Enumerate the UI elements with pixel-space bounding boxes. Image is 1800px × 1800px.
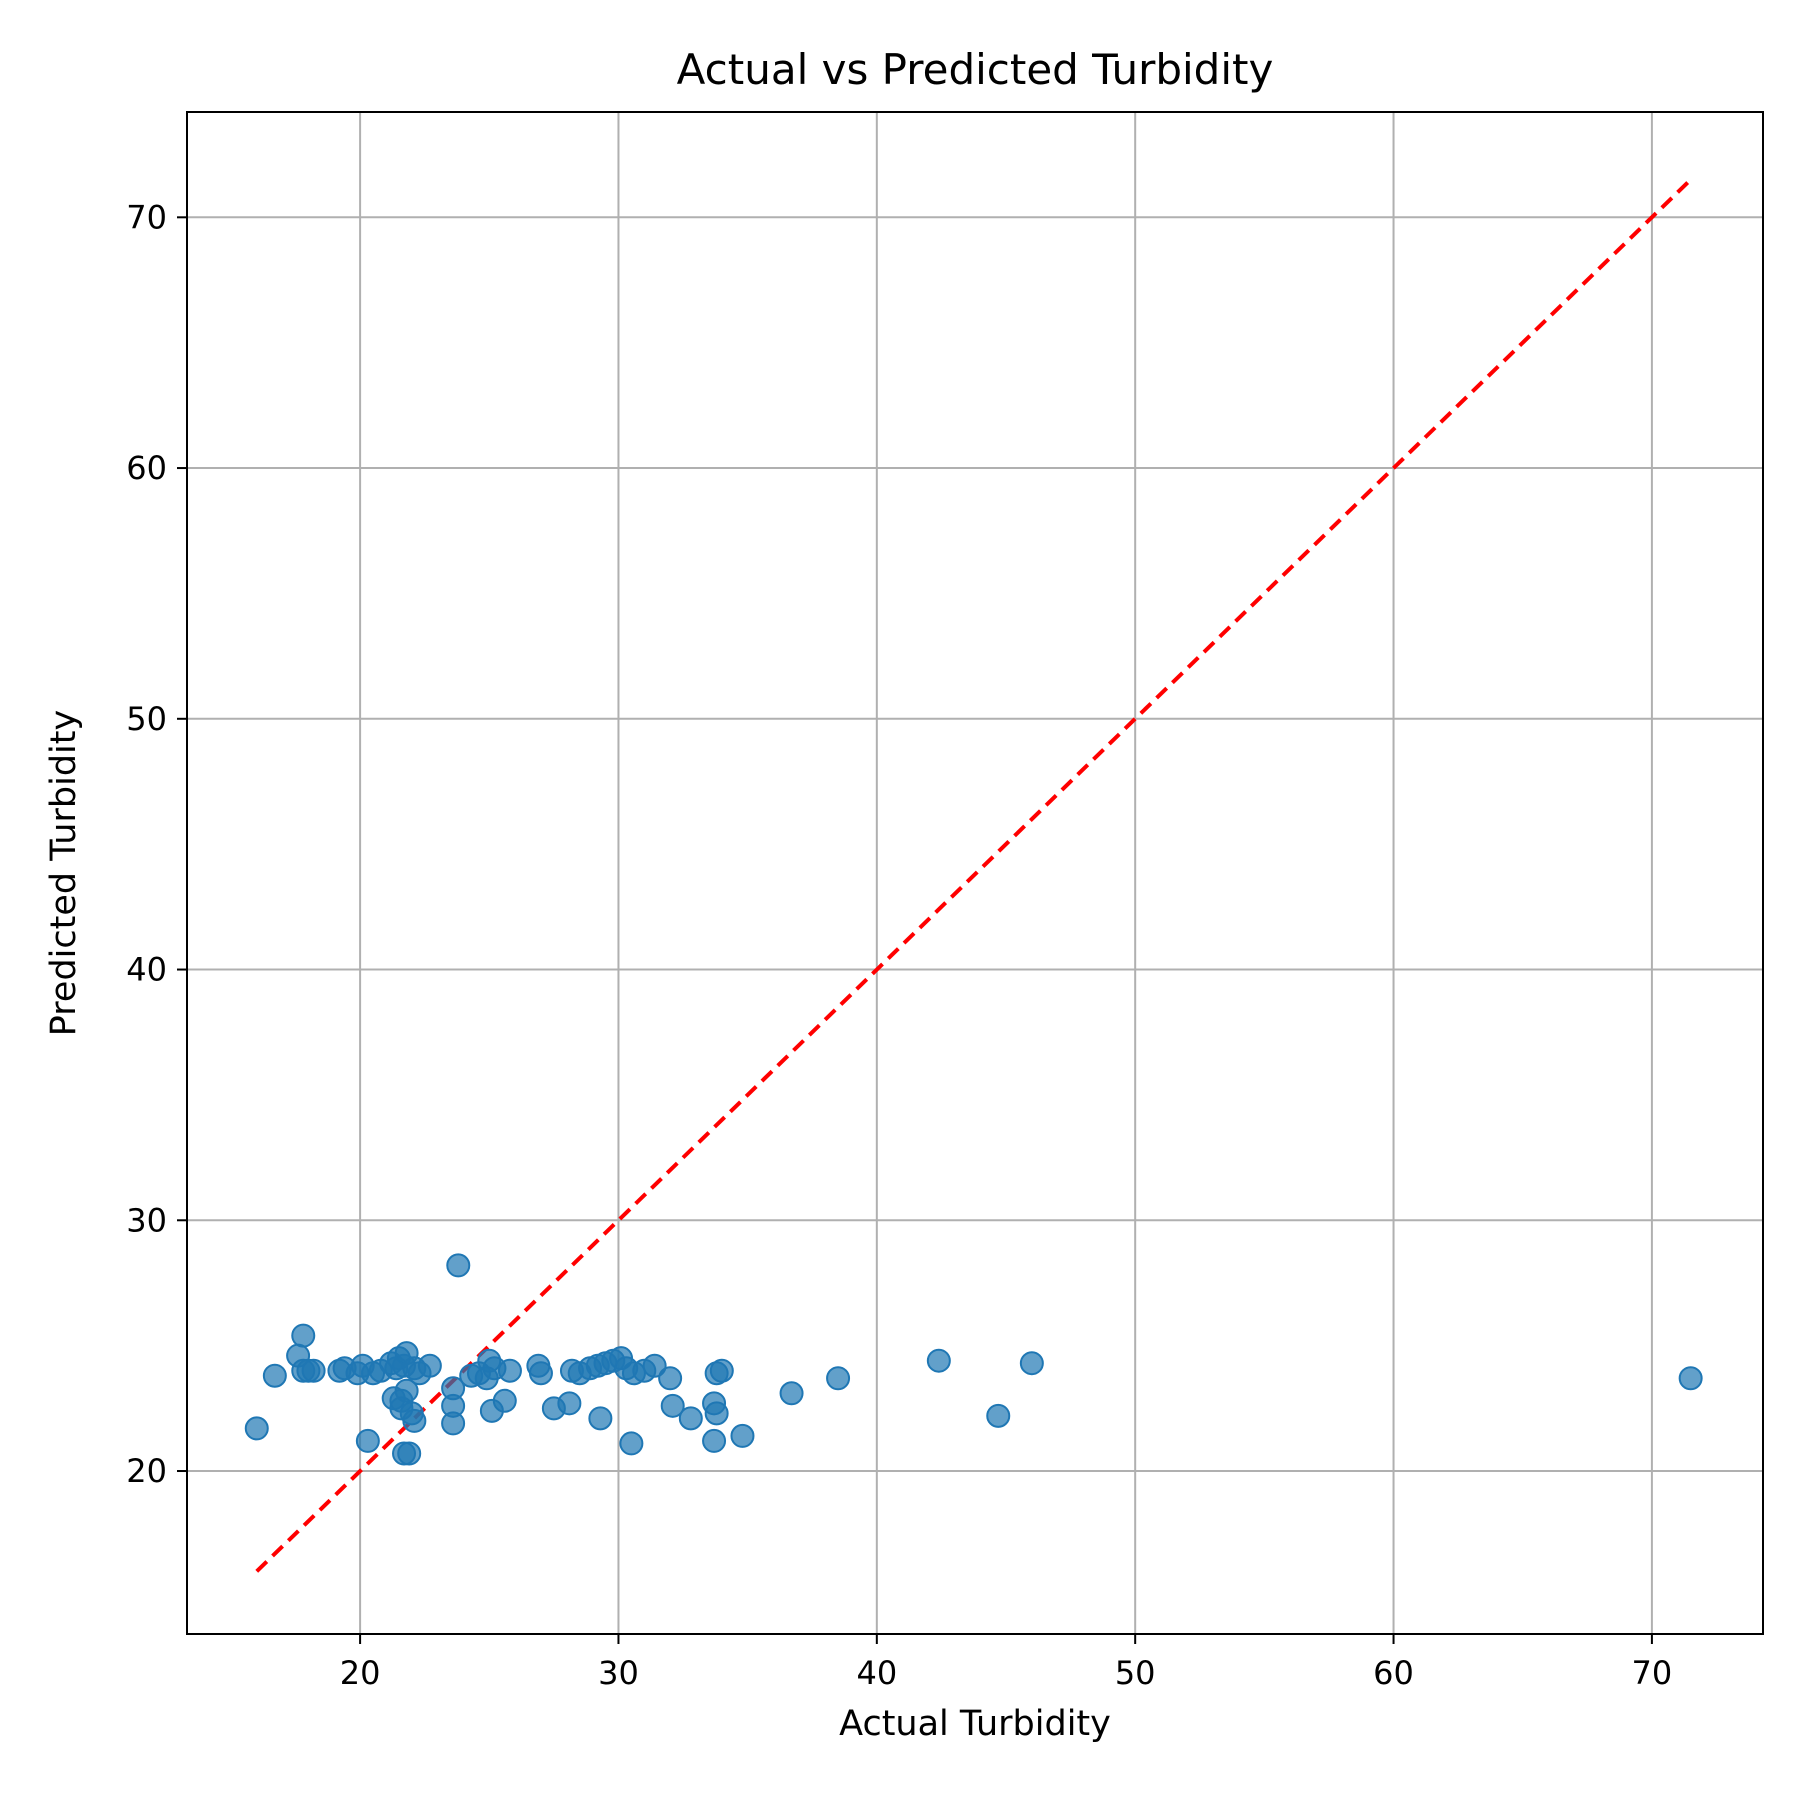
data-point (417, 1353, 442, 1378)
data-point (397, 1441, 422, 1466)
data-point (497, 1358, 522, 1383)
x-axis-label: Actual Turbidity (839, 1704, 1111, 1744)
data-points (244, 1253, 1703, 1466)
data-point (704, 1401, 729, 1426)
x-tick-label: 50 (1115, 1654, 1156, 1692)
data-point (244, 1416, 269, 1441)
data-point (291, 1323, 316, 1348)
y-tick-label: 50 (126, 700, 167, 738)
reference-line-layer (255, 180, 1690, 1573)
data-point (1678, 1366, 1703, 1391)
data-point (660, 1393, 685, 1418)
data-point (557, 1391, 582, 1416)
x-tick-label: 30 (598, 1654, 639, 1692)
data-point (492, 1388, 517, 1413)
data-point (619, 1431, 644, 1456)
y-axis-label: Predicted Turbidity (44, 710, 84, 1036)
x-tick-label: 60 (1373, 1654, 1414, 1692)
y-tick-label: 40 (126, 951, 167, 989)
y-tick-label: 70 (126, 198, 167, 236)
data-point (355, 1428, 380, 1453)
plot-frame (186, 111, 1764, 1635)
data-point (678, 1406, 703, 1431)
data-point (702, 1428, 727, 1453)
y-tick-label: 30 (126, 1201, 167, 1239)
data-point (262, 1363, 287, 1388)
x-tick-label: 20 (340, 1654, 381, 1692)
data-point (528, 1361, 553, 1386)
y-tick-label: 60 (126, 449, 167, 487)
data-point (779, 1381, 804, 1406)
y-tick-label: 20 (126, 1452, 167, 1490)
data-point (446, 1253, 471, 1278)
data-point (642, 1353, 667, 1378)
data-point (658, 1366, 683, 1391)
data-point (986, 1403, 1011, 1428)
data-point (709, 1358, 734, 1383)
y-axis-ticks: 20 30 40 50 60 70 (126, 198, 187, 1490)
reference-line (255, 180, 1690, 1573)
data-point (926, 1348, 951, 1373)
data-point (1019, 1351, 1044, 1376)
data-point (730, 1423, 755, 1448)
data-point (402, 1408, 427, 1433)
x-axis-ticks: 20 30 40 50 60 70 (340, 1634, 1673, 1692)
data-point (441, 1376, 466, 1401)
data-point (826, 1366, 851, 1391)
data-point (588, 1406, 613, 1431)
data-point (301, 1358, 326, 1383)
x-tick-label: 40 (856, 1654, 897, 1692)
data-point (394, 1378, 419, 1403)
grid-lines (187, 112, 1763, 1634)
chart-title: Actual vs Predicted Turbidity (677, 45, 1274, 94)
x-tick-label: 70 (1632, 1654, 1673, 1692)
